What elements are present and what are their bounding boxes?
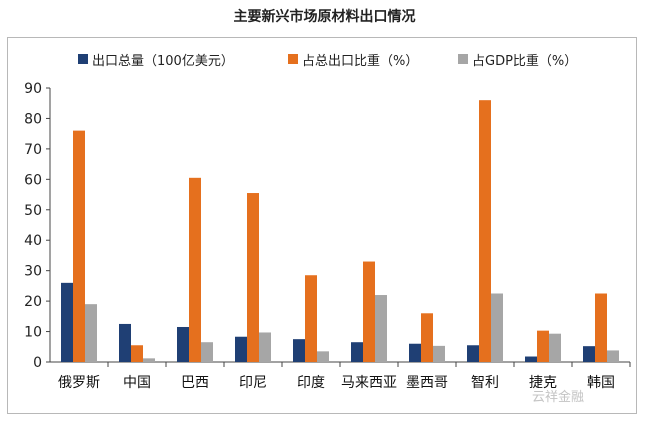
y-tick-label: 20 (24, 294, 42, 310)
x-tick-label: 智利 (471, 375, 499, 391)
chart-frame (7, 37, 637, 414)
y-tick-label: 60 (24, 172, 42, 188)
x-tick-label: 捷克 (529, 375, 557, 391)
bar-2-4 (317, 351, 329, 362)
y-tick-label: 80 (24, 111, 42, 127)
y-tick-label: 30 (24, 264, 42, 280)
bar-1-9 (595, 293, 607, 362)
bar-0-6 (409, 343, 421, 362)
bar-0-9 (583, 346, 595, 362)
bar-0-8 (525, 356, 537, 362)
bar-2-0 (85, 304, 97, 362)
bar-1-8 (537, 330, 549, 362)
x-tick-label: 印度 (297, 375, 325, 391)
legend-item-share-exports: 占总出口比重（%） (288, 48, 418, 70)
legend: 出口总量（100亿美元） 占总出口比重（%） 占GDP比重（%） (0, 48, 649, 70)
bar-1-5 (363, 261, 375, 362)
bar-1-0 (73, 130, 85, 362)
legend-label-share-gdp: 占GDP比重（%） (472, 53, 578, 69)
bar-1-6 (421, 313, 433, 362)
bar-0-4 (293, 339, 305, 362)
y-tick-label: 90 (24, 81, 42, 97)
bar-0-3 (235, 336, 247, 362)
bar-0-5 (351, 342, 363, 362)
watermark: 云祥金融 (532, 390, 585, 405)
x-tick-label: 墨西哥 (406, 375, 448, 391)
bar-1-3 (247, 193, 259, 362)
bar-1-4 (305, 275, 317, 362)
bar-2-5 (375, 295, 387, 362)
legend-swatch-share-exports (288, 54, 298, 64)
bar-2-8 (549, 333, 561, 362)
x-tick-label: 韩国 (587, 375, 615, 391)
legend-item-export-total: 出口总量（100亿美元） (78, 48, 234, 70)
x-tick-label: 中国 (123, 375, 151, 391)
legend-label-export-total: 出口总量（100亿美元） (92, 53, 234, 69)
y-tick-label: 70 (24, 142, 42, 158)
legend-label-share-exports: 占总出口比重（%） (302, 53, 419, 69)
bar-2-1 (143, 358, 155, 362)
y-tick-label: 40 (24, 233, 42, 249)
y-tick-label: 0 (33, 355, 42, 371)
y-tick-label: 50 (24, 203, 42, 219)
bar-1-2 (189, 177, 201, 362)
y-tick-label: 10 (24, 325, 42, 341)
bar-2-6 (433, 345, 445, 362)
bar-2-2 (201, 342, 213, 362)
x-tick-label: 马来西亚 (341, 375, 397, 391)
bar-2-3 (259, 332, 271, 362)
bar-0-0 (61, 282, 73, 362)
x-tick-label: 印尼 (239, 375, 267, 391)
legend-swatch-share-gdp (458, 54, 468, 64)
x-tick-label: 俄罗斯 (58, 375, 100, 391)
bar-0-7 (467, 345, 479, 362)
legend-swatch-export-total (78, 54, 88, 64)
bar-2-7 (491, 293, 503, 362)
bar-1-7 (479, 100, 491, 362)
bar-1-1 (131, 345, 143, 362)
bar-2-9 (607, 350, 619, 362)
x-tick-label: 巴西 (181, 375, 209, 391)
bar-0-2 (177, 326, 189, 362)
bar-0-1 (119, 323, 131, 362)
legend-item-share-gdp: 占GDP比重（%） (458, 48, 577, 70)
chart-title: 主要新兴市场原材料出口情况 (233, 9, 416, 25)
